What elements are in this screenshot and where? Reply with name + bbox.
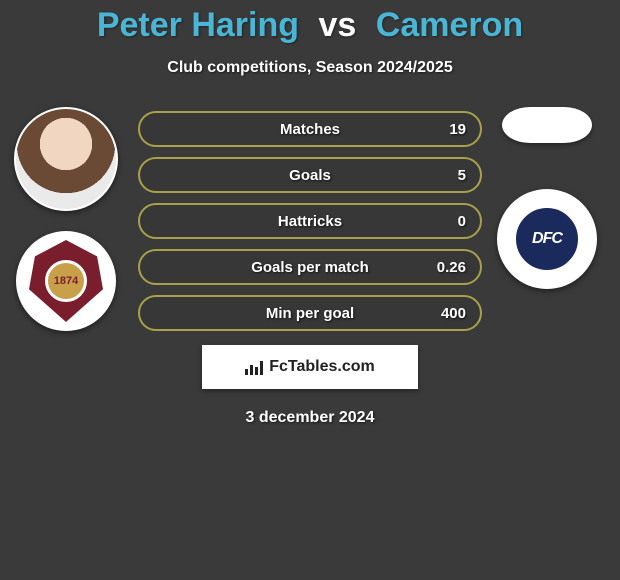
stat-bar: Min per goal 400 (138, 295, 482, 331)
vs-text: vs (318, 6, 356, 44)
player1-photo (14, 107, 118, 211)
stat-bar: Goals 5 (138, 157, 482, 193)
right-column: DFC (492, 107, 602, 289)
main-area: 1874 DFC Matches 19 Goals 5 Hattricks 0 Goals … (0, 107, 620, 427)
player2-photo-placeholder (502, 107, 592, 143)
stat-value: 19 (449, 121, 466, 138)
stat-value: 0 (458, 213, 466, 230)
brand-text: FcTables.com (269, 358, 375, 376)
stat-bar: Matches 19 (138, 111, 482, 147)
footer-date: 3 december 2024 (0, 409, 620, 427)
stat-label: Goals (289, 167, 331, 184)
left-column: 1874 (6, 107, 126, 331)
stat-bars: Matches 19 Goals 5 Hattricks 0 Goals per match… (138, 107, 482, 331)
hearts-year: 1874 (45, 260, 87, 302)
player1-club-badge: 1874 (16, 231, 116, 331)
chart-icon (245, 359, 263, 375)
dundee-badge-icon: DFC (512, 204, 582, 274)
player2-name: Cameron (376, 6, 523, 44)
subtitle: Club competitions, Season 2024/2025 (0, 59, 620, 77)
stat-bar: Goals per match 0.26 (138, 249, 482, 285)
stat-value: 5 (458, 167, 466, 184)
stat-label: Goals per match (251, 259, 369, 276)
player2-club-badge: DFC (497, 189, 597, 289)
dundee-text: DFC (532, 230, 562, 248)
stat-value: 400 (441, 305, 466, 322)
brand-box: FcTables.com (202, 345, 418, 389)
stat-label: Matches (280, 121, 340, 138)
stat-label: Hattricks (278, 213, 342, 230)
hearts-shield-icon: 1874 (29, 240, 103, 322)
comparison-title: Peter Haring vs Cameron (0, 0, 620, 45)
stat-value: 0.26 (437, 259, 466, 276)
stat-bar: Hattricks 0 (138, 203, 482, 239)
stat-label: Min per goal (266, 305, 354, 322)
player1-name: Peter Haring (97, 6, 299, 44)
